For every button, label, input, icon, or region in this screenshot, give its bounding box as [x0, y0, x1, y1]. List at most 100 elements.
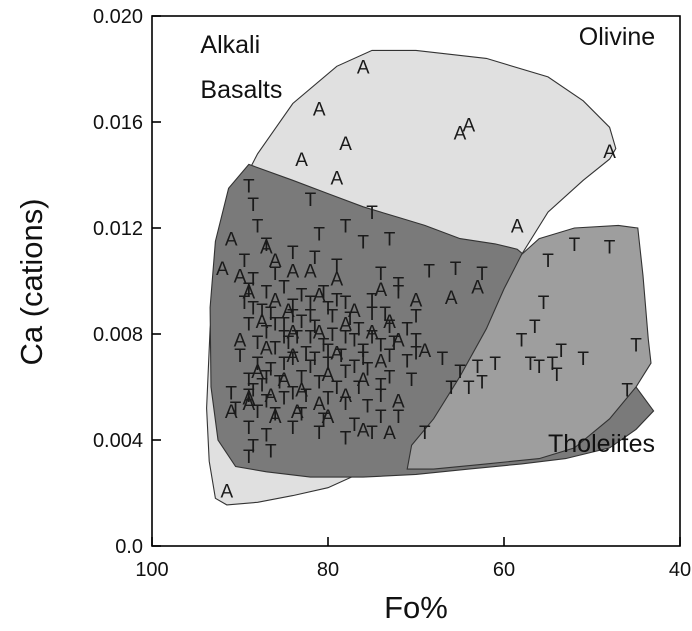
- point-A-38: A: [374, 352, 387, 373]
- point-T-137: T: [278, 354, 290, 375]
- point-T-84: T: [252, 402, 264, 423]
- point-A-27: A: [256, 312, 269, 333]
- point-T-105: T: [463, 378, 475, 399]
- point-T-107: T: [419, 423, 431, 444]
- point-T-144: T: [309, 349, 321, 370]
- point-A-3: A: [295, 150, 308, 171]
- point-T-80: T: [322, 389, 334, 410]
- annotation-0: Alkali: [200, 31, 260, 59]
- point-T-127: T: [287, 307, 299, 328]
- point-T-82: T: [362, 397, 374, 418]
- point-T-41: T: [291, 328, 303, 349]
- point-T-13: T: [269, 264, 281, 285]
- point-T-32: T: [305, 307, 317, 328]
- point-A-13: A: [216, 259, 229, 280]
- point-T-101: T: [454, 362, 466, 383]
- point-T-94: T: [340, 428, 352, 449]
- point-T-117: T: [529, 317, 541, 338]
- point-A-46: A: [313, 394, 326, 415]
- point-T-129: T: [256, 301, 268, 322]
- point-T-79: T: [300, 386, 312, 407]
- point-T-136: T: [261, 367, 273, 388]
- point-A-51: A: [269, 407, 282, 428]
- point-T-116: T: [538, 293, 550, 314]
- point-T-56: T: [401, 352, 413, 373]
- point-A-15: A: [304, 261, 317, 282]
- point-T-46: T: [388, 333, 400, 354]
- point-T-36: T: [384, 317, 396, 338]
- point-T-44: T: [349, 330, 361, 351]
- point-T-38: T: [243, 314, 255, 335]
- point-A-12: A: [286, 261, 299, 282]
- point-T-34: T: [344, 309, 356, 330]
- point-T-0: T: [243, 177, 255, 198]
- x-axis-title: Fo%: [384, 590, 448, 625]
- point-T-113: T: [604, 238, 616, 259]
- point-T-50: T: [283, 333, 295, 354]
- point-A-10: A: [260, 238, 273, 259]
- annotation-3: Tholeiites: [548, 430, 655, 458]
- point-A-23: A: [282, 301, 295, 322]
- point-T-24: T: [296, 285, 308, 306]
- annotation-2: Olivine: [579, 23, 655, 51]
- point-A-54: A: [357, 420, 370, 441]
- point-T-26: T: [340, 293, 352, 314]
- point-T-27: T: [366, 291, 378, 312]
- point-A-31: A: [366, 322, 379, 343]
- point-T-4: T: [340, 216, 352, 237]
- point-T-33: T: [322, 299, 334, 320]
- point-T-95: T: [366, 423, 378, 444]
- field-regions: [206, 49, 655, 506]
- point-T-77: T: [261, 391, 273, 412]
- point-T-130: T: [239, 293, 251, 314]
- point-T-1: T: [247, 195, 259, 216]
- plot-frame: [151, 15, 681, 547]
- point-T-122: T: [375, 386, 387, 407]
- point-A-39: A: [251, 362, 264, 383]
- point-A-55: A: [383, 423, 396, 444]
- x-tick-label-2: 60: [493, 559, 515, 581]
- annotation-1: Basalts: [200, 76, 282, 104]
- point-T-35: T: [366, 304, 378, 325]
- point-T-2: T: [252, 216, 264, 237]
- point-T-134: T: [353, 320, 365, 341]
- y-tick-label-3: 0.012: [93, 218, 143, 240]
- point-T-28: T: [393, 283, 405, 304]
- axis-ticks: 100 80 60 40 0.0 0.004 0.008 0.012 0.016 0.020: [93, 6, 691, 581]
- point-T-71: T: [313, 373, 325, 394]
- y-tick-label-2: 0.008: [93, 324, 143, 346]
- point-T-43: T: [327, 325, 339, 346]
- point-A-22: A: [269, 291, 282, 312]
- point-T-3: T: [305, 190, 317, 211]
- point-T-16: T: [375, 264, 387, 285]
- point-T-19: T: [450, 259, 462, 280]
- point-T-104: T: [445, 378, 457, 399]
- point-T-147: T: [410, 307, 422, 328]
- point-T-109: T: [547, 354, 559, 375]
- point-T-110: T: [555, 341, 567, 362]
- point-T-67: T: [243, 370, 255, 391]
- point-T-78: T: [278, 389, 290, 410]
- field-annotations: Alkali Basalts Olivine Tholeiites: [200, 23, 655, 458]
- point-T-18: T: [423, 261, 435, 282]
- point-T-17: T: [393, 275, 405, 296]
- point-T-48: T: [252, 333, 264, 354]
- point-T-73: T: [353, 378, 365, 399]
- point-A-21: A: [242, 283, 255, 304]
- point-A-25: A: [348, 301, 361, 322]
- point-T-74: T: [375, 375, 387, 396]
- point-T-121: T: [621, 381, 633, 402]
- point-T-5: T: [366, 203, 378, 224]
- point-T-106: T: [476, 373, 488, 394]
- point-A-2: A: [339, 134, 352, 155]
- point-T-88: T: [349, 415, 361, 436]
- point-A-49: A: [225, 402, 238, 423]
- point-T-98: T: [243, 447, 255, 468]
- point-T-8: T: [384, 230, 396, 251]
- point-T-112: T: [577, 349, 589, 370]
- point-T-97: T: [265, 442, 277, 463]
- point-T-22: T: [261, 283, 273, 304]
- point-T-40: T: [278, 314, 290, 335]
- point-T-52: T: [318, 336, 330, 357]
